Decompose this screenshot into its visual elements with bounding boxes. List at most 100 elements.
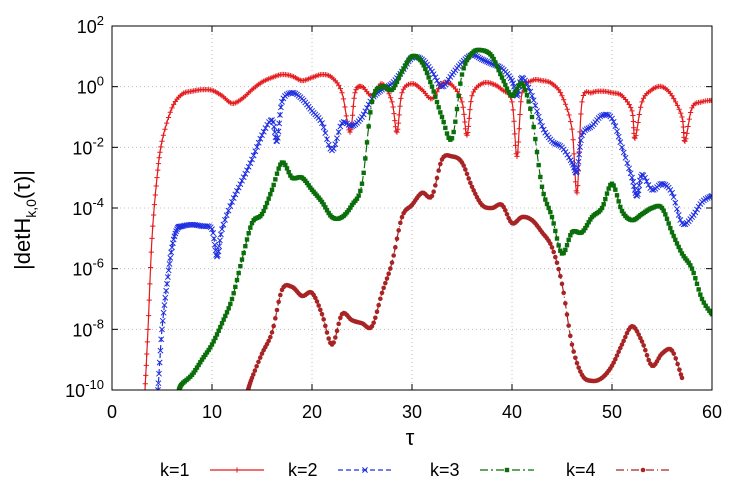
data-point [574, 360, 580, 366]
data-point [675, 212, 682, 218]
data-point [247, 160, 254, 167]
data-point [677, 367, 682, 372]
data-point [347, 129, 353, 135]
y-axis-title-sub: k,0 [23, 199, 39, 218]
data-point [262, 125, 269, 132]
data-point [692, 209, 699, 216]
data-point [464, 57, 470, 63]
data-point [204, 223, 211, 230]
data-point [543, 197, 548, 202]
data-point [613, 356, 618, 362]
data-point [158, 144, 164, 150]
data-point [693, 276, 698, 281]
data-point [584, 223, 590, 228]
data-point [523, 87, 528, 93]
data-point [361, 170, 366, 176]
data-point [203, 352, 208, 358]
data-point [153, 183, 159, 189]
data-point [559, 93, 565, 99]
data-point [636, 332, 641, 337]
data-point [171, 101, 177, 107]
data-point [577, 144, 583, 150]
data-point [649, 186, 655, 193]
data-point [676, 244, 681, 250]
data-point [540, 126, 547, 133]
data-point [369, 324, 375, 329]
data-point [677, 217, 684, 223]
data-point [516, 126, 522, 132]
data-point [588, 217, 593, 222]
data-point [504, 86, 510, 91]
data-point [219, 226, 225, 233]
data-point [521, 83, 526, 89]
data-point [211, 339, 216, 344]
data-point [348, 127, 354, 133]
data-point [213, 251, 220, 258]
data-point [528, 106, 533, 112]
legend-label: k=4 [566, 460, 596, 480]
data-point [449, 136, 455, 141]
series-4 [245, 152, 685, 390]
data-point [466, 115, 472, 121]
data-point [695, 203, 702, 210]
data-point [306, 183, 311, 188]
data-point [319, 120, 325, 127]
data-point [534, 108, 540, 115]
data-point [574, 190, 580, 196]
data-point [438, 161, 443, 167]
data-point [510, 80, 517, 87]
data-point [623, 334, 628, 340]
data-point [691, 270, 696, 276]
data-point [664, 216, 670, 222]
data-point [259, 351, 265, 356]
data-point [336, 82, 342, 89]
data-point [384, 276, 390, 281]
data-point [269, 330, 275, 335]
data-point [142, 387, 148, 390]
data-point [640, 467, 646, 473]
data-point [562, 101, 569, 107]
data-point [441, 119, 446, 125]
data-point [359, 181, 365, 186]
data-point [614, 353, 620, 358]
data-point [323, 323, 328, 329]
data-point [618, 345, 623, 351]
data-point [673, 237, 678, 242]
data-point [549, 214, 555, 220]
y-tick-label: 10-2 [72, 134, 104, 158]
data-point [229, 198, 235, 205]
data-point [548, 209, 553, 215]
data-point [234, 467, 240, 473]
data-point [612, 123, 619, 130]
data-point [338, 315, 343, 321]
data-point [164, 280, 170, 287]
data-point [339, 90, 345, 96]
data-point [333, 335, 338, 340]
data-point [391, 111, 397, 117]
data-point [266, 338, 271, 344]
data-point [510, 107, 516, 113]
data-point [164, 120, 170, 126]
data-point [682, 138, 688, 144]
data-point [146, 297, 152, 303]
data-point [165, 267, 172, 274]
data-point [360, 111, 367, 118]
data-point [562, 148, 569, 155]
series-3 [176, 47, 712, 390]
data-point [254, 144, 260, 150]
data-point [326, 210, 331, 216]
data-point [564, 106, 570, 112]
data-point [160, 132, 166, 138]
data-point [398, 220, 403, 226]
data-point [224, 310, 230, 315]
data-point [672, 199, 679, 206]
data-point [669, 93, 675, 99]
data-point [386, 271, 391, 277]
data-point [276, 166, 281, 171]
data-point [460, 104, 466, 110]
data-point [145, 312, 152, 319]
data-point [552, 140, 559, 147]
data-point [284, 166, 290, 171]
data-point [630, 112, 636, 119]
data-point [397, 103, 403, 109]
